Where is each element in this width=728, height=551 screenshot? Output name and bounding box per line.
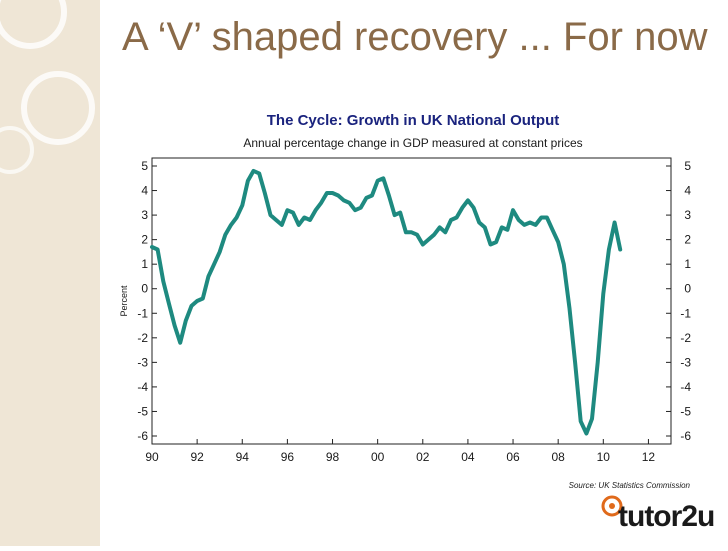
y-tick-label-left: -2 (137, 331, 148, 345)
y-tick-label-left: -5 (137, 404, 148, 418)
y-tick-label-right: 1 (684, 257, 691, 271)
x-tick-label: 02 (416, 450, 430, 464)
brand-prefix: tutor (618, 500, 681, 533)
x-tick-label: 94 (236, 450, 250, 464)
brand-suffix: 2u (681, 500, 714, 533)
x-tick-label: 00 (371, 450, 385, 464)
x-tick-label: 06 (506, 450, 520, 464)
y-tick-label-right: -5 (680, 404, 691, 418)
x-tick-label: 96 (281, 450, 295, 464)
x-tick-label: 10 (597, 450, 611, 464)
y-tick-label-right: 0 (684, 282, 691, 296)
y-tick-label-left: -1 (137, 306, 148, 320)
x-tick-label: 90 (145, 450, 159, 464)
y-tick-label-left: 1 (141, 257, 148, 271)
chart-background (120, 105, 700, 500)
x-tick-label: 08 (551, 450, 565, 464)
brand-logo: tutor2u (618, 500, 714, 534)
y-tick-label-right: 2 (684, 233, 691, 247)
y-tick-label-right: 3 (684, 208, 691, 222)
chart-source: Source: UK Statistics Commission (569, 481, 691, 490)
y-tick-label-right: -6 (680, 429, 691, 443)
chart-subtitle: Annual percentage change in GDP measured… (243, 136, 582, 150)
chart-title: The Cycle: Growth in UK National Output (267, 112, 560, 129)
y-tick-label-left: 5 (141, 159, 148, 173)
y-tick-label-right: -1 (680, 306, 691, 320)
y-tick-label-left: 4 (141, 184, 148, 198)
y-tick-label-left: 3 (141, 208, 148, 222)
y-axis-label: Percent (119, 285, 129, 317)
x-tick-label: 04 (461, 450, 475, 464)
y-tick-label-left: -6 (137, 429, 148, 443)
y-tick-label-right: -3 (680, 355, 691, 369)
y-tick-label-right: 4 (684, 184, 691, 198)
y-tick-label-right: -4 (680, 380, 691, 394)
x-tick-label: 12 (642, 450, 656, 464)
y-tick-label-left: 2 (141, 233, 148, 247)
y-tick-label-left: -4 (137, 380, 148, 394)
x-tick-label: 92 (190, 450, 204, 464)
y-tick-label-right: 5 (684, 159, 691, 173)
y-tick-label-left: 0 (141, 282, 148, 296)
y-tick-label-left: -3 (137, 355, 148, 369)
x-tick-label: 98 (326, 450, 340, 464)
y-tick-label-right: -2 (680, 331, 691, 345)
